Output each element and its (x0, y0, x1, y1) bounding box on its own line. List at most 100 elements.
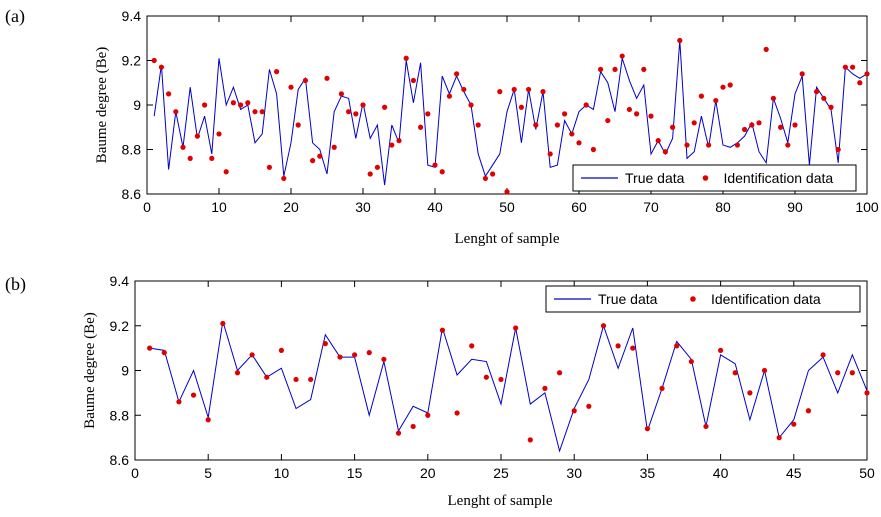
identification-point (308, 376, 314, 383)
identification-point (677, 37, 683, 44)
identification-point (454, 410, 460, 416)
identification-point (641, 66, 647, 72)
identification-point (439, 169, 445, 175)
legend-true-data-label: True data (625, 170, 685, 186)
y-tick-label: 8.8 (110, 407, 130, 423)
identification-point (542, 385, 548, 391)
identification-point (302, 77, 308, 84)
identification-point (205, 417, 211, 423)
identification-point (410, 77, 416, 84)
identification-point (713, 97, 719, 104)
identification-point (547, 151, 553, 157)
identification-point (331, 144, 337, 150)
identification-point (346, 109, 352, 115)
identification-point (266, 164, 272, 170)
x-tick-label: 45 (786, 465, 802, 481)
x-tick-label: 80 (715, 199, 731, 215)
identification-point (396, 138, 402, 144)
identification-point (190, 392, 197, 398)
identification-point (749, 122, 755, 128)
identification-point (850, 64, 856, 70)
identification-point (468, 102, 474, 108)
identification-point (425, 412, 431, 418)
chart-panel-a: (a) 0 10 20 30 40 50 60 70 80 90 100 8.6 8.8 9 9.2 9.4 Le… (5, 6, 879, 247)
x-tick-label: 50 (499, 199, 515, 215)
identification-point (166, 91, 172, 97)
identification-point (576, 140, 582, 146)
identification-point (778, 124, 784, 130)
identification-point (337, 354, 343, 360)
legend-identification-swatch (690, 296, 696, 302)
identification-point (644, 426, 651, 432)
identification-point (461, 86, 467, 93)
identification-point (176, 399, 182, 405)
identification-point (352, 352, 358, 358)
identification-point (674, 343, 680, 349)
identification-point (835, 146, 841, 153)
identification-point (454, 71, 460, 77)
identification-point (230, 100, 236, 106)
identification-point (187, 155, 193, 161)
identification-point (310, 158, 316, 164)
identification-point (395, 430, 402, 436)
identification-point (367, 171, 373, 177)
identification-point (630, 345, 636, 351)
identification-point (648, 113, 654, 119)
x-tick-label: 40 (713, 465, 729, 481)
identification-point (338, 91, 344, 97)
identification-point (590, 146, 597, 153)
identification-point (634, 111, 640, 117)
x-axis-label: Lenght of sample (455, 231, 560, 247)
identification-point (381, 356, 387, 362)
identification-point (288, 84, 294, 90)
identification-point (360, 102, 366, 108)
identification-point (569, 131, 575, 137)
x-tick-label: 15 (347, 465, 363, 481)
x-tick-label: 90 (787, 199, 803, 215)
identification-point (600, 323, 607, 329)
identification-point (432, 162, 438, 168)
identification-point (615, 343, 621, 349)
y-tick-label: 9.2 (110, 318, 130, 334)
legend-identification-label: Identification data (711, 291, 821, 307)
y-tick-label: 8.6 (122, 186, 142, 202)
identification-point (527, 437, 533, 443)
identification-point (670, 124, 676, 130)
identification-point (820, 352, 826, 358)
identification-point (293, 376, 299, 383)
y-tick-label: 9.4 (110, 273, 130, 289)
identification-point (540, 89, 546, 95)
identification-point (703, 423, 709, 430)
identification-point (238, 102, 244, 108)
identification-point (619, 53, 625, 59)
identification-point (161, 350, 167, 356)
y-tick-label: 9.4 (122, 8, 142, 24)
identification-point (684, 142, 690, 148)
y-tick-label: 8.8 (122, 142, 142, 158)
identification-point (598, 66, 604, 72)
identification-point (446, 93, 452, 99)
identification-point (835, 370, 841, 376)
identification-point (554, 122, 561, 128)
identification-point (483, 374, 489, 380)
identification-point (418, 124, 424, 130)
identification-point (655, 138, 661, 144)
series-true-data-line (153, 40, 868, 186)
identification-point (821, 95, 827, 101)
identification-point (571, 408, 577, 414)
identification-point (763, 46, 769, 52)
x-tick-label: 60 (571, 199, 587, 215)
identification-point (469, 343, 475, 349)
identification-point (688, 358, 694, 365)
identification-point (194, 133, 200, 139)
identification-point (216, 131, 222, 137)
identification-point (220, 320, 226, 327)
identification-point (475, 122, 481, 128)
identification-point (727, 82, 733, 88)
panel-label: (a) (5, 6, 25, 27)
identification-point (791, 421, 797, 427)
identification-point (180, 144, 186, 150)
legend: True data Identification data (572, 164, 857, 192)
identification-point (173, 109, 179, 115)
